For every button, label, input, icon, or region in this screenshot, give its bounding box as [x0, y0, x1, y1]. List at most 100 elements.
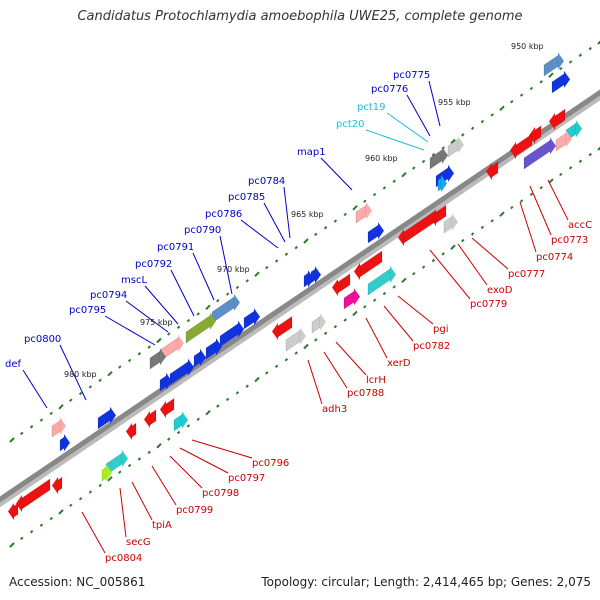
reverse-gene[interactable] [332, 269, 356, 296]
reverse-gene[interactable] [126, 419, 142, 440]
gene-label-pc0779[interactable]: pc0779 [470, 299, 507, 310]
gene-feature[interactable] [429, 145, 448, 170]
gene-feature[interactable] [355, 201, 372, 224]
forward-gene[interactable] [437, 173, 447, 192]
gene-label-pc0784[interactable]: pc0784 [248, 176, 285, 187]
tick-mark-outer [147, 345, 151, 349]
gene-label-pc0797[interactable]: pc0797 [228, 473, 265, 484]
tick-mark-outer [216, 298, 220, 303]
reverse-gene[interactable] [52, 473, 68, 494]
forward-gene[interactable] [310, 265, 321, 284]
forward-gene[interactable] [219, 319, 244, 348]
tick-mark-outer [597, 40, 600, 45]
reverse-gene[interactable] [272, 312, 298, 340]
tick-mark-inner [568, 166, 573, 170]
gene-label-adh3[interactable]: adh3 [322, 404, 347, 415]
gene-label-lcrH[interactable]: lcrH [366, 375, 386, 386]
gene-label-pc0804[interactable]: pc0804 [105, 553, 142, 564]
forward-gene[interactable] [367, 221, 384, 244]
gene-label-exoD[interactable]: exoD [487, 285, 513, 296]
reverse-gene[interactable] [398, 207, 440, 246]
gene-label-tpiA[interactable]: tpiA [152, 520, 172, 531]
forward-gene[interactable] [205, 337, 222, 360]
tick-mark-inner [69, 503, 73, 508]
tick-mark-inner [412, 272, 416, 276]
gene-feature[interactable] [543, 51, 564, 77]
tick-mark-inner [343, 318, 347, 322]
leader-line [192, 252, 215, 301]
tick-mark-inner [392, 285, 396, 289]
gene-label-pc0800[interactable]: pc0800 [24, 334, 61, 345]
gene-feature[interactable] [343, 287, 360, 310]
tick-mark-outer [461, 133, 465, 137]
gene-label-pc0791[interactable]: pc0791 [157, 242, 194, 253]
tick-mark-outer [176, 325, 181, 329]
gene-label-pc0777[interactable]: pc0777 [508, 269, 545, 280]
gene-label-pc0786[interactable]: pc0786 [205, 209, 242, 220]
tick-mark-outer [303, 238, 309, 244]
gene-label-pc0799[interactable]: pc0799 [176, 505, 213, 516]
forward-gene[interactable] [159, 371, 172, 392]
gene-label-pct20[interactable]: pct20 [336, 119, 365, 130]
tick-mark-inner [352, 310, 358, 317]
reverse-gene[interactable] [549, 105, 571, 130]
gene-label-pgi[interactable]: pgi [433, 324, 448, 335]
gene-label-pc0790[interactable]: pc0790 [184, 225, 221, 236]
gene-feature[interactable] [185, 311, 216, 344]
reverse-gene[interactable] [354, 247, 388, 280]
reverse-gene[interactable] [16, 474, 56, 512]
gene-label-pc0794[interactable]: pc0794 [90, 290, 127, 301]
gene-label-pct19[interactable]: pct19 [357, 102, 386, 113]
forward-gene[interactable] [59, 433, 70, 452]
gene-label-pc0782[interactable]: pc0782 [413, 341, 450, 352]
gene-feature[interactable] [523, 136, 556, 170]
gene-label-xerD[interactable]: xerD [387, 358, 411, 369]
gene-label-secG[interactable]: secG [126, 537, 151, 548]
tick-mark-outer [69, 398, 73, 402]
reverse-gene[interactable] [144, 405, 162, 428]
gene-feature[interactable] [149, 347, 166, 370]
gene-label-pc0792[interactable]: pc0792 [135, 259, 172, 270]
gene-feature[interactable] [443, 212, 458, 234]
accession-text: Accession: NC_005861 [9, 575, 146, 589]
gene-label-pc0795[interactable]: pc0795 [69, 305, 106, 316]
gene-feature[interactable] [555, 129, 572, 152]
gene-label-mscL[interactable]: mscL [121, 275, 147, 286]
gene-feature[interactable] [447, 135, 464, 158]
tick-mark-inner [88, 490, 93, 494]
tick-mark-outer [156, 337, 162, 344]
tick-mark-inner [29, 530, 34, 534]
tick-mark-outer [412, 166, 416, 170]
gene-label-pc0788[interactable]: pc0788 [347, 388, 384, 399]
gene-feature[interactable] [211, 293, 240, 324]
forward-gene[interactable] [551, 69, 570, 94]
tick-mark-outer [274, 259, 279, 263]
reverse-gene[interactable] [8, 499, 24, 520]
forward-gene[interactable] [169, 357, 194, 386]
gene-label-pc0798[interactable]: pc0798 [202, 488, 239, 499]
gene-label-pc0785[interactable]: pc0785 [228, 192, 265, 203]
kbp-scale-label: 965 kbp [291, 210, 324, 219]
tick-mark-outer [519, 93, 524, 97]
forward-gene[interactable] [193, 347, 206, 368]
gene-label-pc0774[interactable]: pc0774 [536, 252, 573, 263]
reverse-gene[interactable] [160, 394, 180, 418]
forward-gene[interactable] [243, 307, 260, 330]
forward-gene[interactable] [97, 405, 116, 430]
gene-label-pc0775[interactable]: pc0775 [393, 70, 430, 81]
gene-feature[interactable] [101, 463, 112, 482]
gene-feature[interactable] [367, 265, 396, 296]
genome-title: Candidatus Protochlamydia amoebophila UW… [77, 9, 523, 24]
reverse-gene[interactable] [510, 130, 538, 159]
gene-label-pc0773[interactable]: pc0773 [551, 235, 588, 246]
gene-label-pc0776[interactable]: pc0776 [371, 84, 408, 95]
gene-feature[interactable] [285, 326, 306, 352]
gene-feature[interactable] [51, 416, 66, 438]
gene-label-map1[interactable]: map1 [297, 147, 326, 158]
gene-label-def[interactable]: def [5, 359, 22, 370]
gene-label-accC[interactable]: accC [568, 220, 592, 231]
gene-feature[interactable] [311, 312, 326, 334]
gene-label-pc0796[interactable]: pc0796 [252, 458, 289, 469]
reverse-gene[interactable] [486, 157, 504, 180]
gene-feature[interactable] [173, 410, 188, 432]
